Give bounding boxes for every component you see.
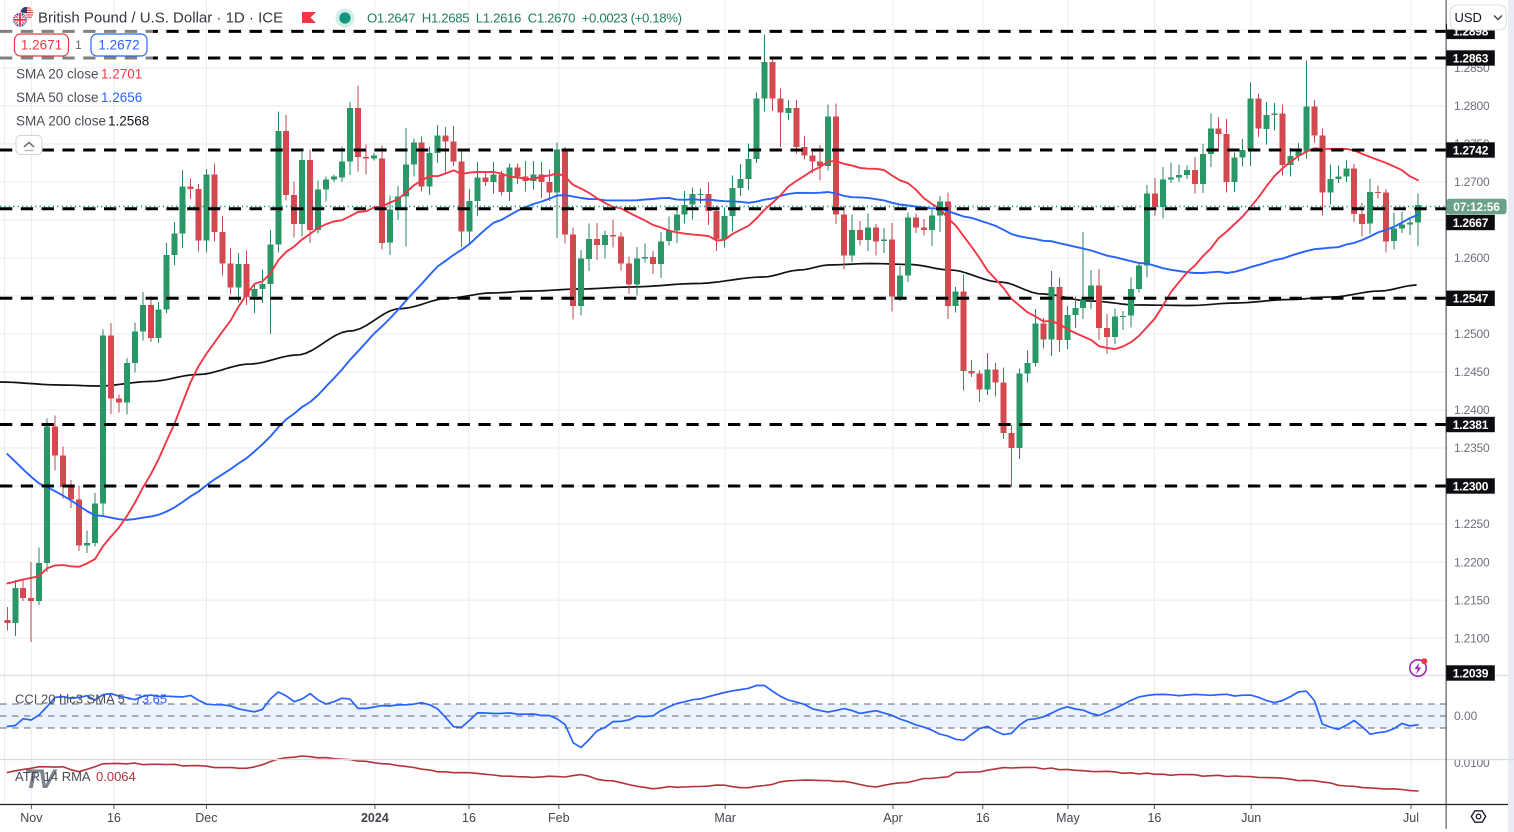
svg-text:1.2656: 1.2656 xyxy=(101,90,142,105)
svg-text:ATR 14 RMA: ATR 14 RMA xyxy=(15,769,91,784)
svg-text:0.00: 0.00 xyxy=(1454,709,1478,723)
svg-text:1: 1 xyxy=(75,40,81,52)
svg-text:SMA 200 close: SMA 200 close xyxy=(16,114,106,129)
svg-text:1.2672: 1.2672 xyxy=(98,38,139,53)
svg-text:1.2742: 1.2742 xyxy=(1453,143,1489,157)
svg-text:07:12:56: 07:12:56 xyxy=(1453,200,1500,214)
svg-text:1.2381: 1.2381 xyxy=(1453,418,1489,432)
svg-text:1.2863: 1.2863 xyxy=(1453,51,1489,65)
svg-text:1.2450: 1.2450 xyxy=(1454,365,1490,379)
svg-text:1.2400: 1.2400 xyxy=(1454,403,1490,417)
svg-text:1.2667: 1.2667 xyxy=(1453,216,1489,230)
svg-text:1.2039: 1.2039 xyxy=(1453,666,1489,680)
svg-text:1.2250: 1.2250 xyxy=(1454,517,1490,531)
svg-text:1.2800: 1.2800 xyxy=(1454,99,1490,113)
svg-text:16: 16 xyxy=(976,811,990,825)
svg-text:1.2700: 1.2700 xyxy=(1454,175,1490,189)
svg-text:0.0064: 0.0064 xyxy=(96,769,136,784)
svg-text:1.2150: 1.2150 xyxy=(1454,593,1490,607)
svg-text:1.2350: 1.2350 xyxy=(1454,441,1490,455)
svg-text:Mar: Mar xyxy=(714,811,736,825)
svg-text:1.2100: 1.2100 xyxy=(1454,631,1490,645)
svg-text:CCI 20 hlc3 SMA 5: CCI 20 hlc3 SMA 5 xyxy=(15,692,125,707)
svg-text:1.2671: 1.2671 xyxy=(21,38,62,53)
svg-text:Feb: Feb xyxy=(548,811,570,825)
svg-text:Apr: Apr xyxy=(883,811,902,825)
svg-text:Nov: Nov xyxy=(20,811,43,825)
svg-text:Dec: Dec xyxy=(195,811,217,825)
svg-text:British Pound / U.S. Dollar ·: British Pound / U.S. Dollar · 1D · ICE xyxy=(38,10,283,27)
svg-text:SMA 20 close: SMA 20 close xyxy=(16,67,99,82)
svg-text:SMA 50 close: SMA 50 close xyxy=(16,90,99,105)
svg-text:1.2701: 1.2701 xyxy=(101,67,142,82)
svg-text:2024: 2024 xyxy=(361,811,389,825)
svg-text:−73.65: −73.65 xyxy=(127,692,167,707)
svg-text:May: May xyxy=(1056,811,1080,825)
svg-text:16: 16 xyxy=(1147,811,1161,825)
svg-text:1.2600: 1.2600 xyxy=(1454,251,1490,265)
svg-text:USD: USD xyxy=(1455,10,1482,25)
svg-text:1.2547: 1.2547 xyxy=(1453,292,1489,306)
svg-text:1.2500: 1.2500 xyxy=(1454,327,1490,341)
svg-text:16: 16 xyxy=(462,811,476,825)
svg-text:16: 16 xyxy=(107,811,121,825)
svg-text:1.2300: 1.2300 xyxy=(1453,479,1489,493)
svg-text:O1.2647 H1.2685 L1.2616 C1.: O1.2647 H1.2685 L1.2616 C1.2670 +0.0023 … xyxy=(367,11,682,26)
svg-text:Jul: Jul xyxy=(1403,811,1419,825)
svg-text:1.2568: 1.2568 xyxy=(108,114,149,129)
svg-text:Jun: Jun xyxy=(1241,811,1261,825)
svg-text:1.2200: 1.2200 xyxy=(1454,555,1490,569)
